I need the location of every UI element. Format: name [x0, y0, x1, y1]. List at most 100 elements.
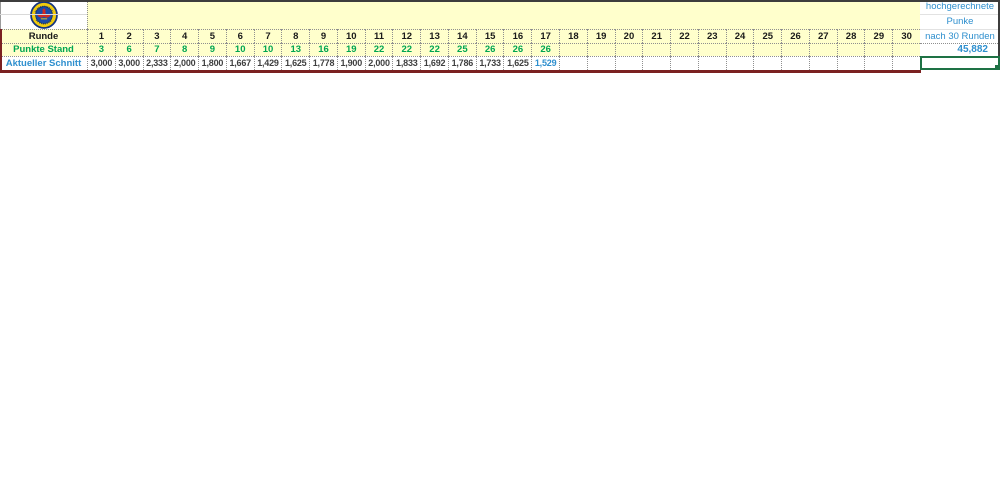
runde-cell[interactable]: 18: [559, 29, 587, 43]
punkte-stand-cell[interactable]: 7: [142, 43, 171, 56]
punkte-stand-cell[interactable]: [614, 43, 643, 56]
aktueller-schnitt-cell[interactable]: [725, 56, 754, 70]
punkte-stand-cell[interactable]: 26: [531, 43, 560, 56]
aktueller-schnitt-cell[interactable]: 2,000: [364, 56, 393, 70]
aktueller-schnitt-cell[interactable]: 2,333: [142, 56, 171, 70]
aktueller-schnitt-cell[interactable]: [697, 56, 726, 70]
projection-value-cell[interactable]: 45,882: [919, 43, 1000, 56]
punkte-stand-cell[interactable]: 10: [253, 43, 282, 56]
runde-cell[interactable]: 12: [392, 29, 421, 43]
runde-cell[interactable]: 24: [725, 29, 754, 43]
fill-handle[interactable]: [993, 64, 998, 68]
punkte-stand-cell[interactable]: 22: [364, 43, 393, 56]
punkte-stand-cell[interactable]: [559, 43, 587, 56]
runde-cell[interactable]: 13: [420, 29, 448, 43]
punkte-stand-cell[interactable]: 6: [114, 43, 143, 56]
runde-cell[interactable]: 30: [892, 29, 920, 43]
aktueller-schnitt-cell[interactable]: 1,800: [198, 56, 226, 70]
punkte-stand-cell[interactable]: [781, 43, 809, 56]
aktueller-schnitt-cell[interactable]: 1,833: [392, 56, 421, 70]
runde-cell[interactable]: 3: [142, 29, 171, 43]
runde-cell[interactable]: 10: [336, 29, 365, 43]
projection-header-line1[interactable]: hochgerechnete: [919, 0, 1000, 14]
punkte-stand-cell[interactable]: 9: [198, 43, 226, 56]
runde-cell[interactable]: 6: [225, 29, 254, 43]
runde-cell[interactable]: 1: [87, 29, 115, 43]
runde-cell[interactable]: 9: [309, 29, 337, 43]
punkte-stand-cell[interactable]: 26: [503, 43, 532, 56]
aktueller-schnitt-cell[interactable]: 1,778: [309, 56, 337, 70]
runde-cell[interactable]: 25: [753, 29, 782, 43]
runde-cell[interactable]: 22: [670, 29, 698, 43]
aktueller-schnitt-cell[interactable]: [614, 56, 643, 70]
runde-cell[interactable]: 7: [253, 29, 282, 43]
aktueller-schnitt-cell[interactable]: [586, 56, 615, 70]
runde-cell[interactable]: 11: [364, 29, 393, 43]
aktueller-schnitt-cell[interactable]: 1,625: [503, 56, 532, 70]
punkte-stand-cell[interactable]: 16: [309, 43, 337, 56]
runde-cell[interactable]: 29: [864, 29, 893, 43]
punkte-stand-cell[interactable]: 3: [87, 43, 115, 56]
runde-cell[interactable]: 5: [198, 29, 226, 43]
runde-cell[interactable]: 19: [586, 29, 615, 43]
runde-cell[interactable]: 15: [475, 29, 504, 43]
punkte-stand-cell[interactable]: 8: [170, 43, 199, 56]
punkte-stand-cell[interactable]: 22: [392, 43, 421, 56]
projection-header-line3[interactable]: nach 30 Runden: [919, 29, 1000, 43]
aktueller-schnitt-cell[interactable]: [808, 56, 837, 70]
aktueller-schnitt-cell[interactable]: 1,667: [225, 56, 254, 70]
runde-cell[interactable]: 4: [170, 29, 199, 43]
aktueller-schnitt-cell[interactable]: [642, 56, 671, 70]
aktueller-schnitt-cell[interactable]: 1,900: [336, 56, 365, 70]
runde-cell[interactable]: 21: [642, 29, 671, 43]
punkte-stand-cell[interactable]: 19: [336, 43, 365, 56]
punkte-stand-cell[interactable]: [753, 43, 782, 56]
header-band-cell[interactable]: [87, 0, 920, 29]
aktueller-schnitt-cell[interactable]: [864, 56, 893, 70]
runde-row-label[interactable]: Runde: [0, 29, 87, 43]
runde-cell[interactable]: 28: [836, 29, 865, 43]
punkte-stand-cell[interactable]: 10: [225, 43, 254, 56]
runde-cell[interactable]: 2: [114, 29, 143, 43]
aktueller-schnitt-cell[interactable]: 1,733: [475, 56, 504, 70]
aktueller-schnitt-cell[interactable]: 1,529: [531, 56, 560, 70]
aktueller-schnitt-cell[interactable]: [892, 56, 920, 70]
aktueller-schnitt-cell[interactable]: [670, 56, 698, 70]
punkte-stand-cell[interactable]: 26: [475, 43, 504, 56]
runde-cell[interactable]: 27: [808, 29, 837, 43]
aktueller-schnitt-cell[interactable]: 1,625: [281, 56, 310, 70]
runde-cell[interactable]: 16: [503, 29, 532, 43]
aktueller-schnitt-cell[interactable]: 2,000: [170, 56, 199, 70]
aktueller-schnitt-cell[interactable]: [753, 56, 782, 70]
projection-header-line2[interactable]: Punke: [919, 14, 1000, 29]
punkte-stand-cell[interactable]: 13: [281, 43, 310, 56]
punkte-stand-cell[interactable]: [725, 43, 754, 56]
punkte-stand-cell[interactable]: [670, 43, 698, 56]
aktueller-schnitt-cell[interactable]: [836, 56, 865, 70]
runde-cell[interactable]: 14: [447, 29, 476, 43]
runde-cell[interactable]: 17: [531, 29, 560, 43]
aktueller-schnitt-cell[interactable]: [559, 56, 587, 70]
punkte-stand-cell[interactable]: [642, 43, 671, 56]
punkte-stand-cell[interactable]: [586, 43, 615, 56]
aktueller-schnitt-cell[interactable]: 3,000: [114, 56, 143, 70]
punkte-stand-cell[interactable]: [808, 43, 837, 56]
punkte-stand-cell[interactable]: [892, 43, 920, 56]
runde-cell[interactable]: 23: [697, 29, 726, 43]
aktueller-schnitt-cell[interactable]: 1,429: [253, 56, 282, 70]
punkte-stand-cell[interactable]: 22: [420, 43, 448, 56]
aktueller-schnitt-cell[interactable]: [781, 56, 809, 70]
aktueller-schnitt-cell[interactable]: 3,000: [87, 56, 115, 70]
punkte-stand-cell[interactable]: [836, 43, 865, 56]
aktueller-schnitt-row-label[interactable]: Aktueller Schnitt: [0, 56, 87, 70]
aktueller-schnitt-cell[interactable]: 1,786: [447, 56, 476, 70]
punkte-stand-row-label[interactable]: Punkte Stand: [0, 43, 87, 56]
runde-cell[interactable]: 20: [614, 29, 643, 43]
punkte-stand-cell[interactable]: [697, 43, 726, 56]
aktueller-schnitt-cell[interactable]: 1,692: [420, 56, 448, 70]
runde-cell[interactable]: 26: [781, 29, 809, 43]
punkte-stand-cell[interactable]: 25: [447, 43, 476, 56]
selected-cell[interactable]: [919, 56, 1000, 70]
runde-cell[interactable]: 8: [281, 29, 310, 43]
punkte-stand-cell[interactable]: [864, 43, 893, 56]
